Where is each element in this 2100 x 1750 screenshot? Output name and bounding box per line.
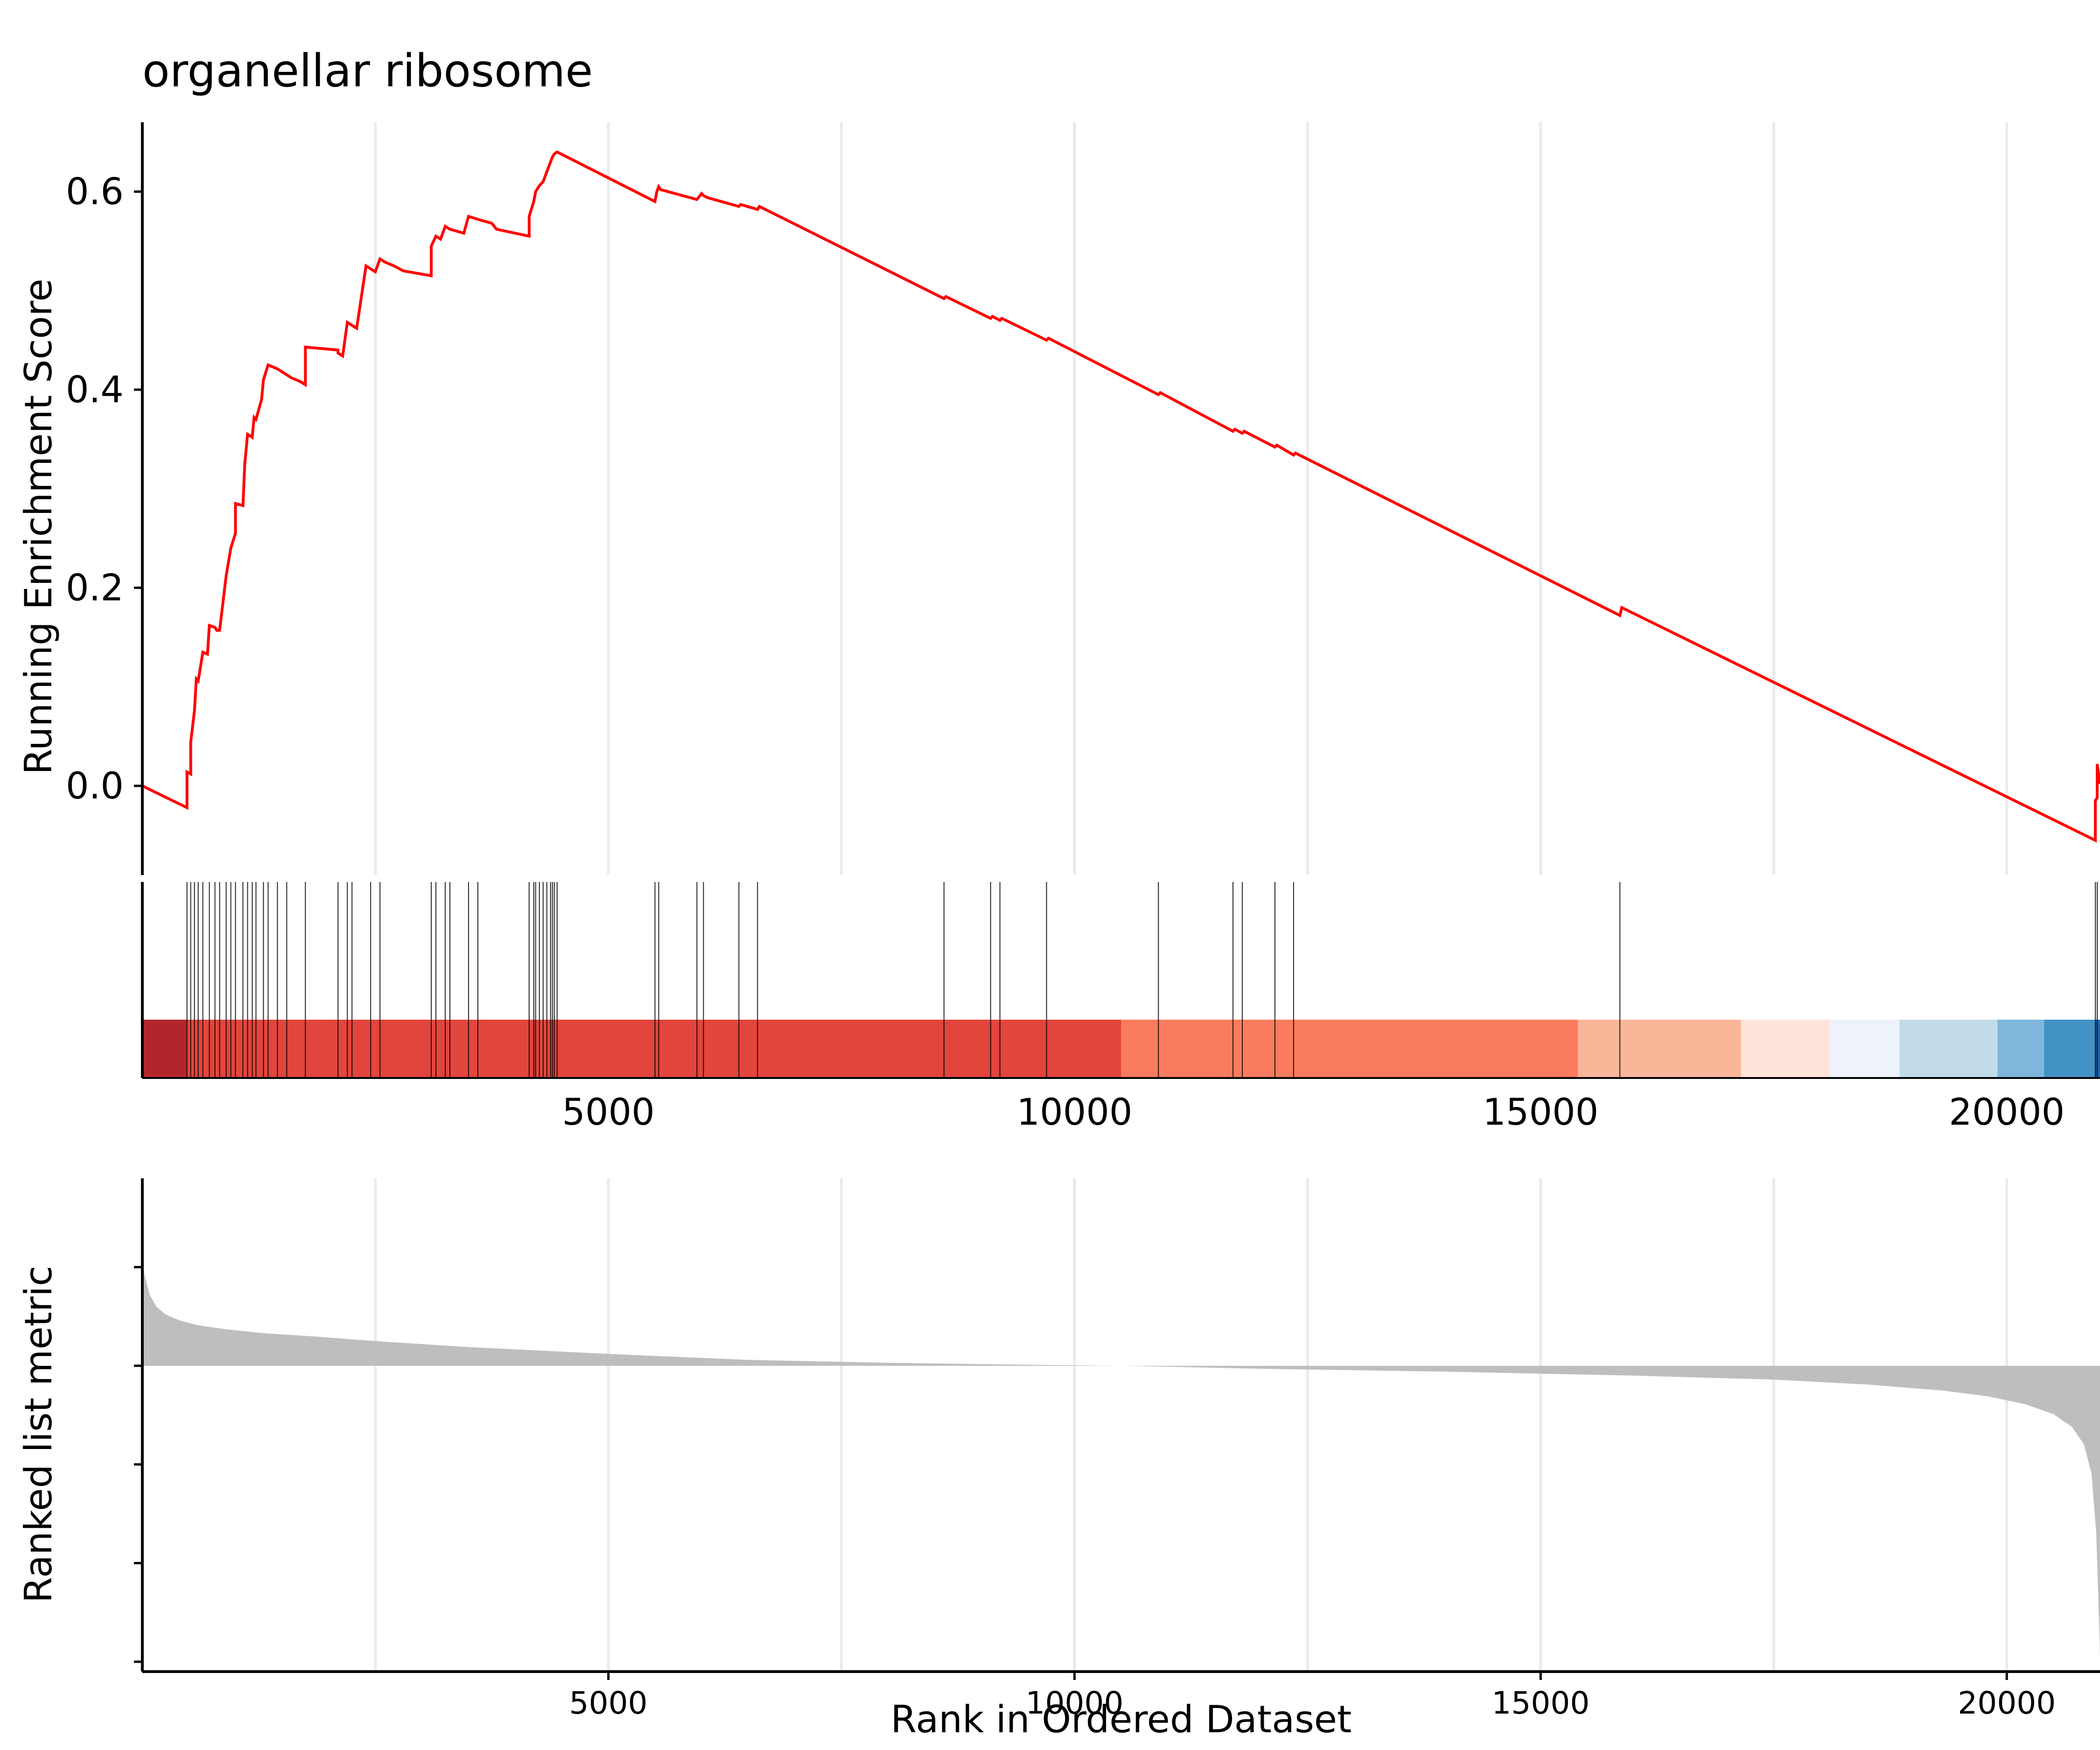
metric-gridlines: [374, 1178, 2009, 1672]
enrichment-score-panel: 0.0 0.2 0.4 0.6 Running Enrichment Score: [17, 122, 2100, 875]
es-y-ticks: 0.0 0.2 0.4 0.6: [66, 171, 142, 807]
metric-xtick-label: 10000: [1026, 1685, 1124, 1721]
color-band: [1899, 1020, 1998, 1078]
hit-color-bands: [142, 1020, 2100, 1078]
es-ytick-label: 0.6: [66, 171, 124, 213]
metric-x-ticks: 5000 10000 15000 20000: [569, 1672, 2056, 1721]
color-band: [1829, 1020, 1900, 1078]
metric-area: [142, 1262, 2100, 1657]
metric-y-axis-title: Ranked list metric: [17, 1266, 60, 1603]
es-ytick-label: 0.4: [66, 369, 124, 411]
color-band: [187, 1020, 1121, 1078]
hit-x-ticks: 5000 10000 15000 20000: [562, 1092, 2065, 1134]
metric-xtick-label: 5000: [569, 1685, 648, 1721]
color-band: [1578, 1020, 1741, 1078]
ranked-metric-panel: 5000 10000 15000 20000 Ranked list metric R…: [17, 1178, 2100, 1741]
color-band: [1741, 1020, 1830, 1078]
metric-y-ticks: [134, 1266, 142, 1663]
color-band: [1997, 1020, 2044, 1078]
hit-xtick-label: 15000: [1483, 1092, 1598, 1134]
hit-panel: 5000 10000 15000 20000: [141, 882, 2100, 1134]
metric-x-axis-title: Rank in Ordered Dataset: [891, 1698, 1352, 1741]
es-y-axis-title: Running Enrichment Score: [17, 279, 60, 775]
hit-xtick-label: 20000: [1949, 1092, 2065, 1134]
es-ytick-label: 0.2: [66, 567, 124, 609]
color-band: [142, 1020, 187, 1078]
metric-area-group: [142, 1262, 2100, 1657]
metric-xtick-label: 15000: [1491, 1685, 1589, 1721]
metric-xtick-label: 20000: [1958, 1685, 2056, 1721]
es-curve-group: [141, 150, 2100, 843]
chart-title: organellar ribosome: [142, 45, 593, 97]
color-band: [2044, 1020, 2096, 1078]
es-ytick-label: 0.0: [66, 765, 124, 807]
es-series-line: [141, 150, 2100, 843]
hit-xtick-label: 5000: [562, 1092, 655, 1134]
hit-lines: [186, 882, 2098, 1078]
hit-xtick-label: 10000: [1016, 1092, 1132, 1134]
color-band: [1121, 1020, 1578, 1078]
